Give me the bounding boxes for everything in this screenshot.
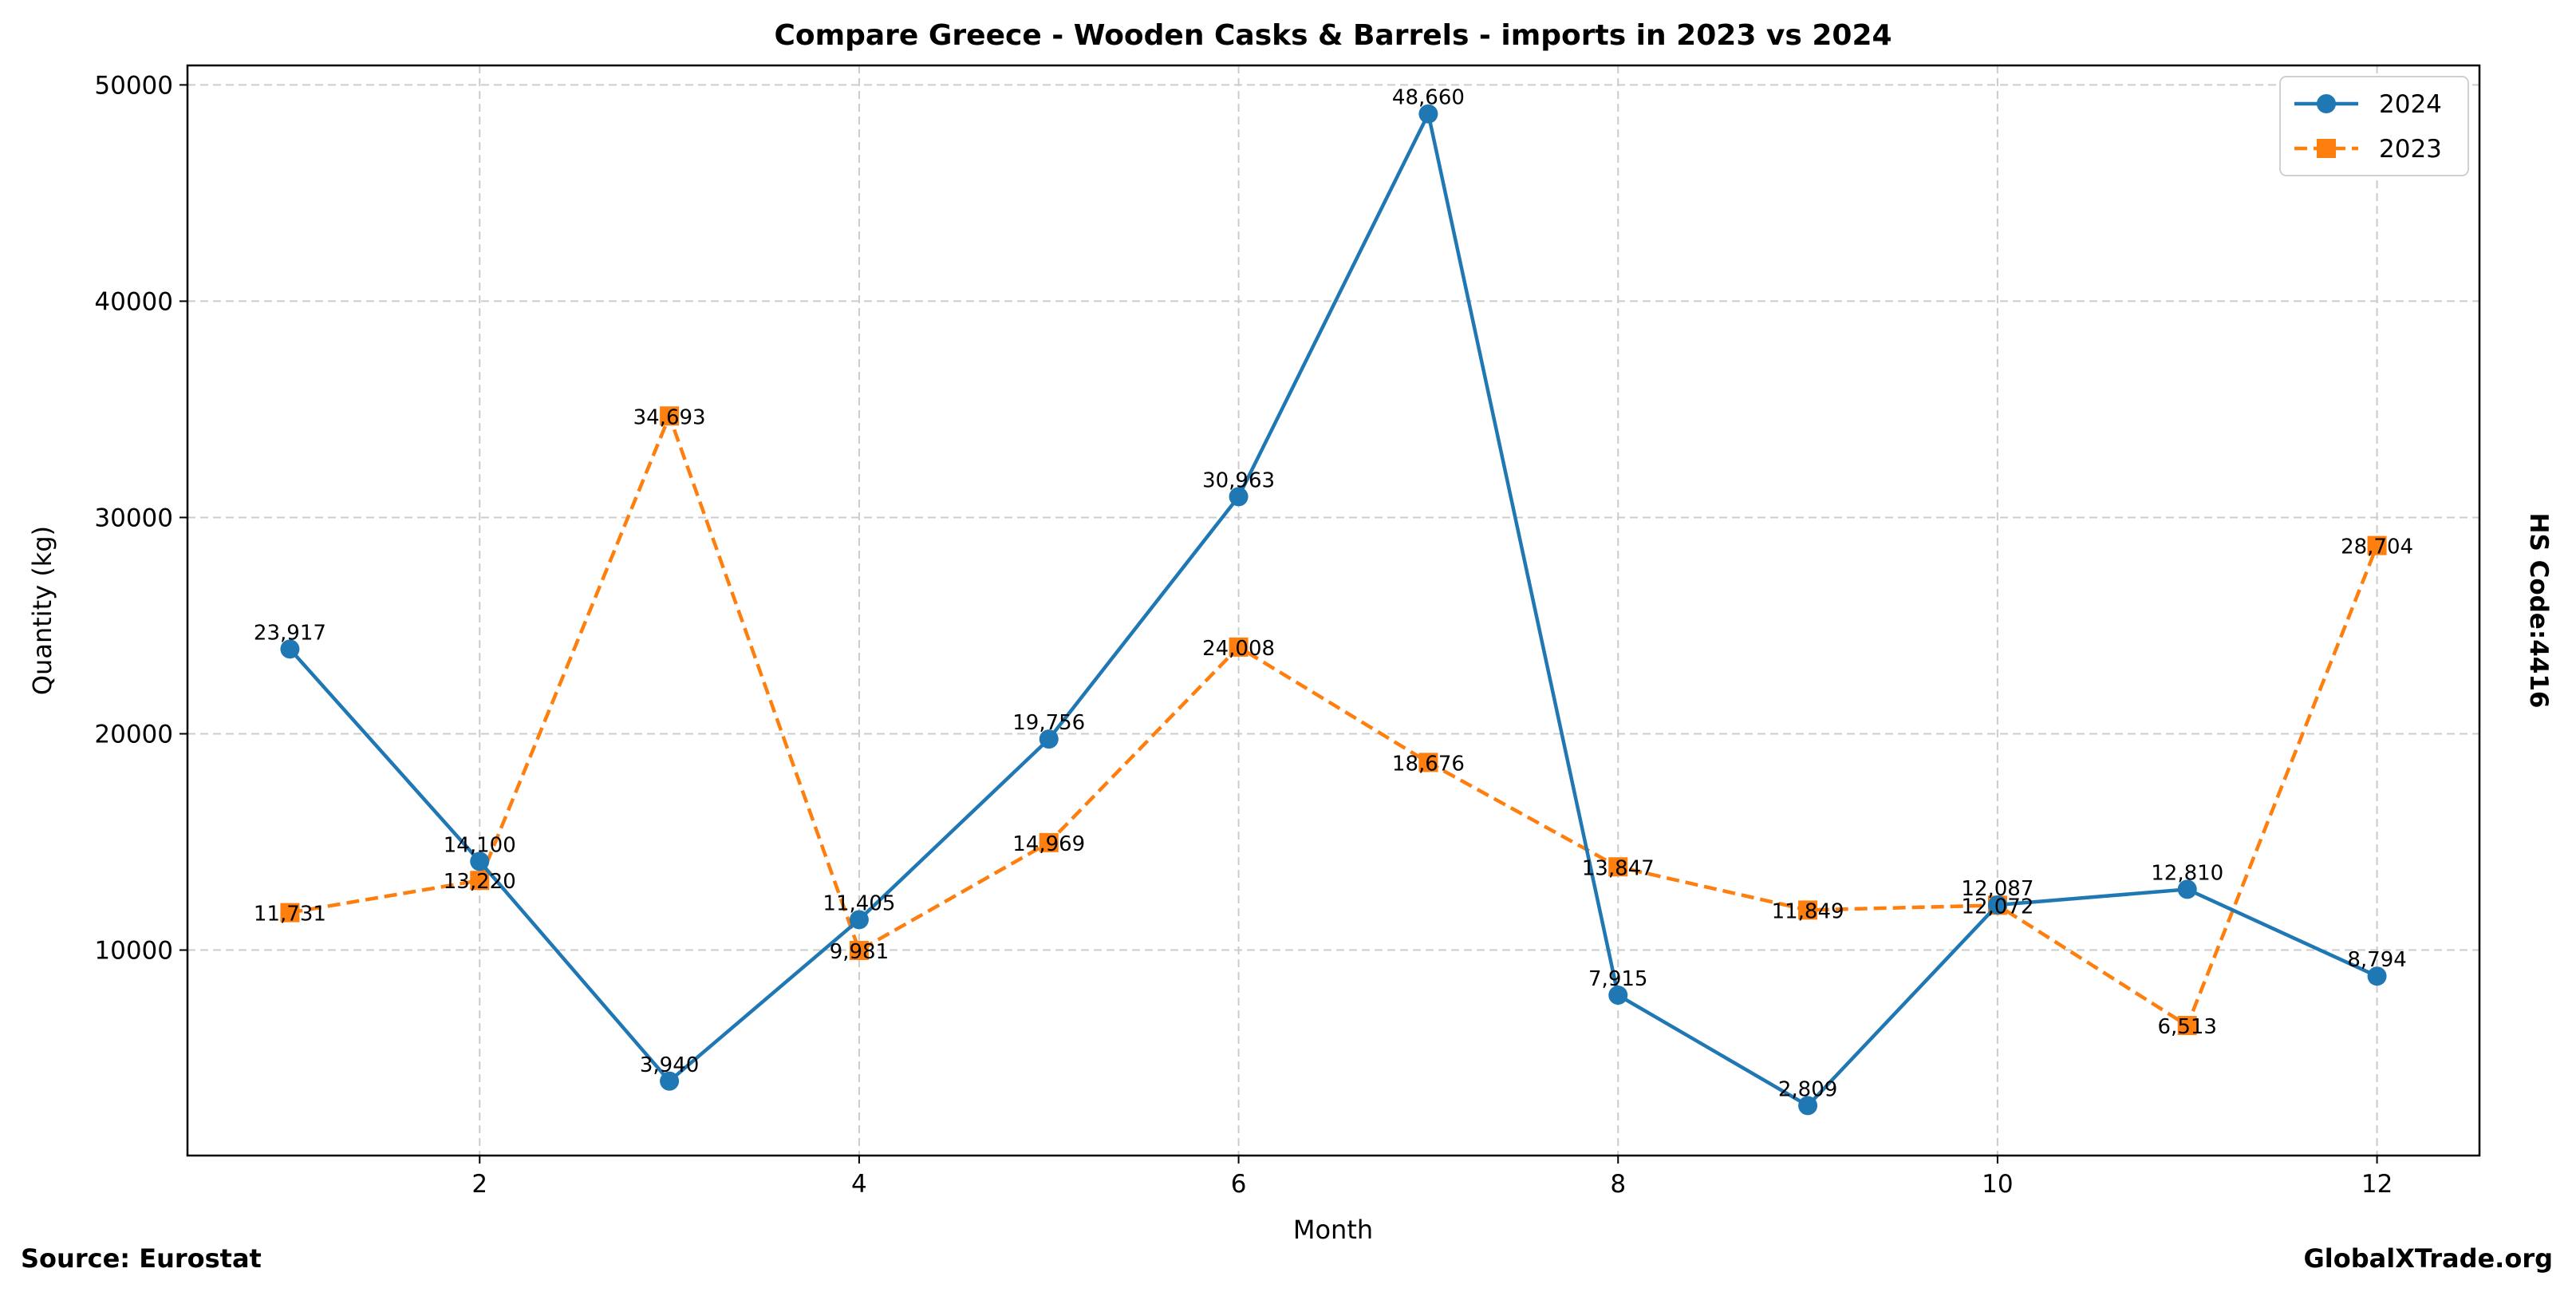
source-label: Source: Eurostat [21,1243,262,1274]
data-point-2023 [470,871,490,891]
data-label-2024: 48,660 [1392,86,1465,110]
data-label-2023: 18,676 [1392,752,1465,776]
data-label-2023: 12,072 [1961,895,2034,919]
x-tick-label: 6 [1231,1170,1247,1199]
chart-title: Compare Greece - Wooden Casks & Barrels … [774,19,1892,52]
data-point-2023 [280,903,300,923]
hs-code-label: HS Code:4416 [2524,512,2553,708]
data-label-2024: 7,915 [1588,967,1647,991]
data-point-2023 [660,406,680,426]
data-label-2023: 9,981 [830,940,889,964]
data-point-2024 [2367,966,2387,986]
y-tick-label: 40000 [94,287,173,316]
data-label-2024: 14,100 [444,833,516,857]
series-layer: 23,917 14,100 3,940 11,405 19,756 30,963 48,66… [254,86,2413,1116]
data-label-2024: 2,809 [1778,1077,1837,1101]
plot-frame [186,64,2481,1157]
data-point-2023 [2367,535,2387,555]
x-tick-label: 4 [851,1170,867,1199]
data-point-2024 [1418,104,1438,124]
data-point-2024 [1229,487,1249,507]
data-point-2024 [470,851,490,871]
legend-label-2024: 2024 [2379,90,2442,119]
y-axis-label: Quantity (kg) [27,526,57,695]
data-label-2024: 12,087 [1961,877,2034,901]
data-label-2023: 13,220 [444,870,516,894]
series-line-2024 [288,108,2378,1108]
data-point-2023 [1798,900,1818,920]
data-point-2023 [2177,1016,2197,1036]
data-point-2024 [1608,986,1628,1006]
x-tick-label: 12 [2361,1170,2393,1199]
y-tick-label: 50000 [94,71,173,100]
data-label-2024: 8,794 [2347,948,2406,972]
series-line-2023 [290,410,2379,1029]
data-point-2024 [280,639,300,659]
data-point-2023 [1229,637,1249,657]
data-label-2023: 34,693 [633,405,706,429]
data-point-2024 [849,910,869,930]
x-tick-label: 2 [471,1170,487,1199]
data-label-2024: 19,756 [1012,711,1085,735]
data-label-2023: 6,513 [2158,1015,2217,1039]
data-point-2024 [660,1071,680,1091]
data-point-2023 [1418,753,1438,772]
y-tick-label: 10000 [94,937,173,966]
data-label-2023: 24,008 [1202,637,1275,661]
data-label-2024: 11,405 [823,891,895,915]
data-point-2024 [2177,879,2197,899]
data-point-2024 [1798,1096,1818,1116]
legend-marker-2024 [2317,94,2336,113]
grid [187,65,2479,1156]
data-label-2024: 3,940 [640,1053,699,1077]
axis-ticks: 2 4 6 8 10 12 10000 20000 30000 40000 50000 [94,71,2393,1199]
data-point-2023 [849,941,869,961]
y-tick-label: 30000 [94,504,173,532]
data-label-2024: 30,963 [1202,468,1275,492]
legend-marker-2023 [2317,139,2336,158]
data-label-2023: 14,969 [1012,832,1085,856]
data-point-2024 [1039,729,1059,749]
legend: 2024 2023 [2279,76,2469,176]
brand-label: GlobalXTrade.org [2304,1243,2553,1274]
x-tick-label: 8 [1610,1170,1626,1199]
x-axis-label: Month [1293,1215,1373,1245]
data-label-2024: 23,917 [254,621,326,645]
data-point-2024 [1987,895,2007,915]
data-label-2023: 13,847 [1582,856,1655,880]
data-label-2023: 11,849 [1772,899,1844,923]
data-label-2023: 28,704 [2341,535,2413,559]
x-tick-label: 10 [1982,1170,2013,1199]
legend-label-2023: 2023 [2379,135,2442,164]
data-label-2023: 11,731 [254,903,326,927]
y-tick-label: 20000 [94,720,173,749]
data-point-2023 [1608,857,1628,877]
data-label-2024: 12,810 [2151,861,2223,885]
data-point-2023 [1039,832,1059,852]
